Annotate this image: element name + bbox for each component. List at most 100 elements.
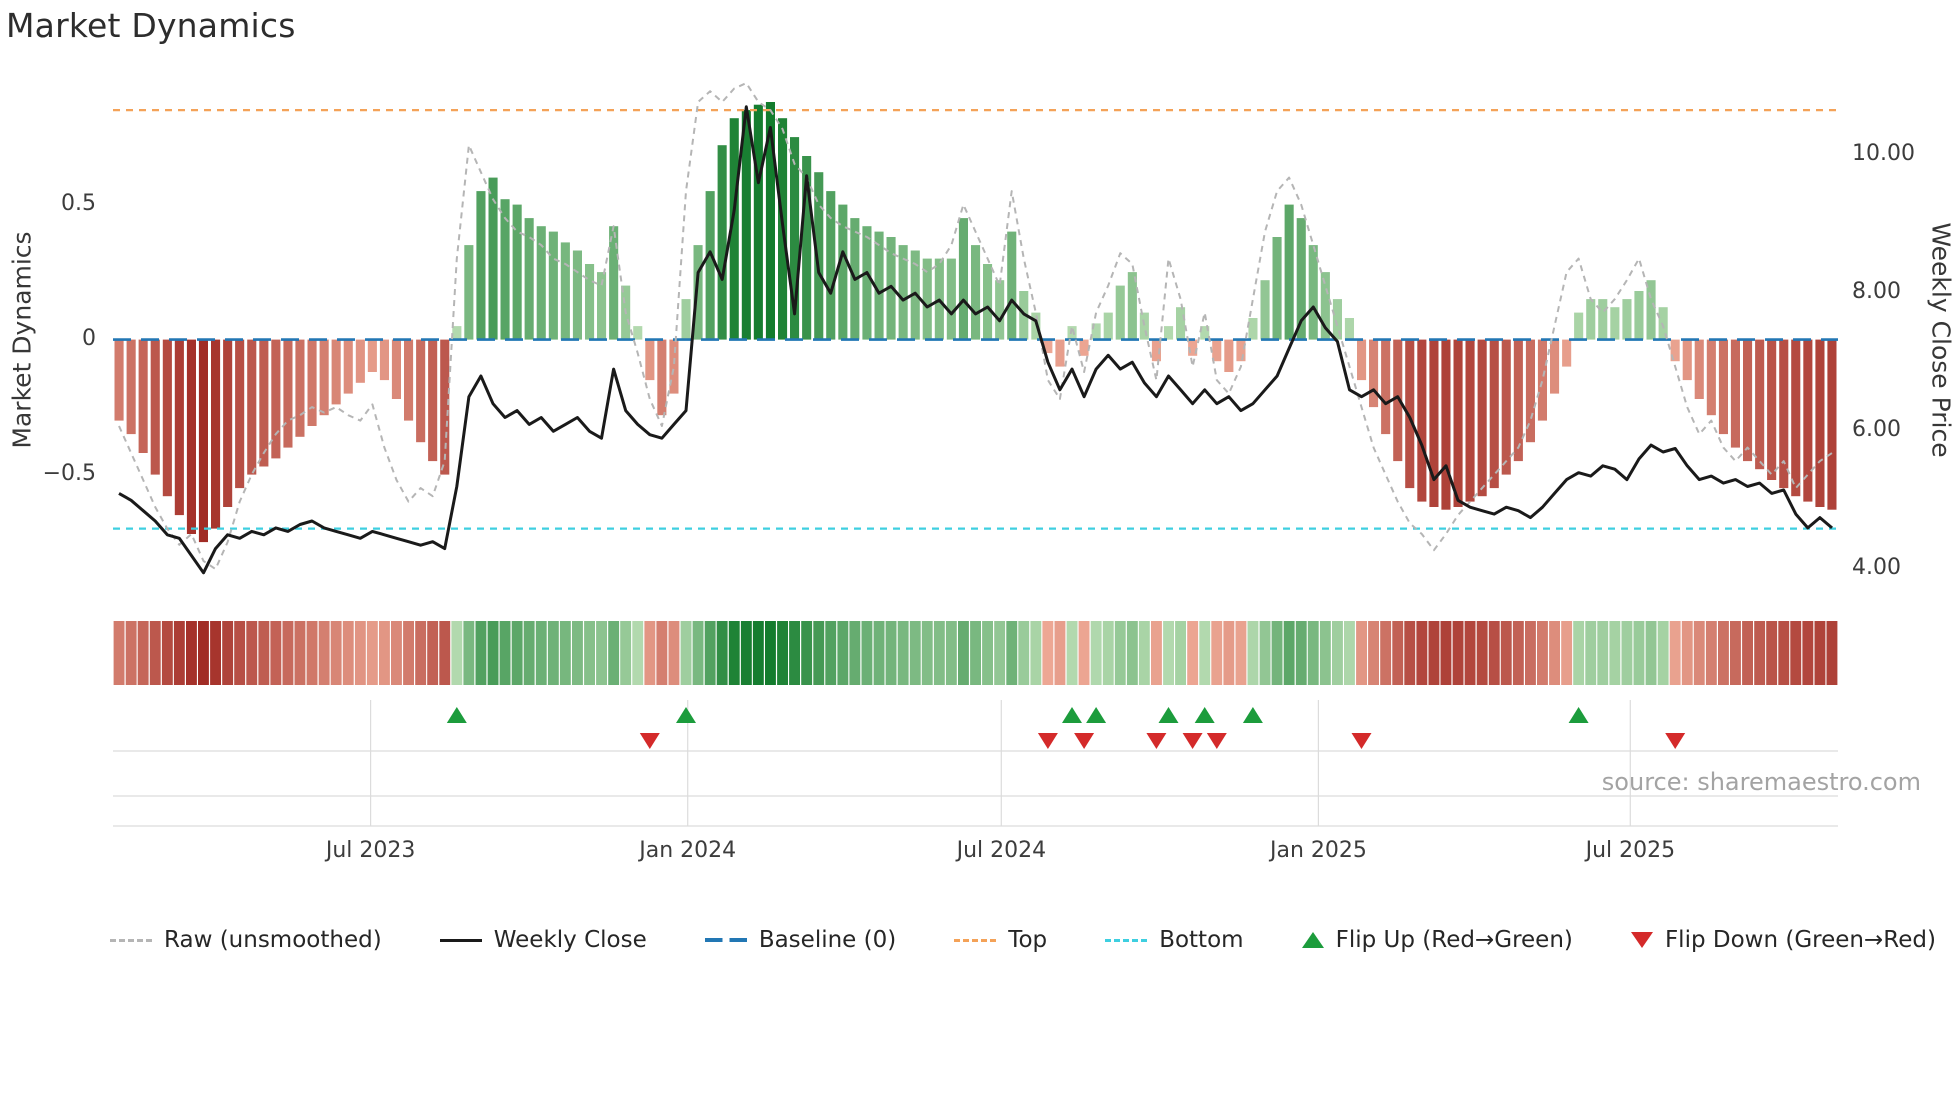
heatmap-cell xyxy=(716,621,728,685)
oscillator-bar xyxy=(814,172,824,340)
oscillator-bar xyxy=(826,191,836,340)
heatmap-cell xyxy=(1392,621,1404,685)
heatmap-cell xyxy=(680,621,692,685)
oscillator-bar xyxy=(802,156,812,340)
heatmap-cell xyxy=(1742,621,1753,685)
oscillator-bar xyxy=(1550,339,1560,394)
weekly-close-line xyxy=(118,105,1833,575)
heatmap-cell xyxy=(186,621,197,685)
heatmap-cell xyxy=(463,621,475,685)
heatmap-cell xyxy=(137,621,149,685)
oscillator-bar xyxy=(717,145,727,340)
oscillator-bar xyxy=(1091,323,1101,340)
heatmap-cell xyxy=(1645,621,1657,685)
legend-label: Flip Up (Red→Green) xyxy=(1335,927,1573,953)
flip-up-marker xyxy=(676,707,696,723)
heatmap-cell xyxy=(222,621,234,685)
heatmap-cell xyxy=(704,621,716,685)
heatmap-cell xyxy=(270,621,282,685)
heatmap-cell xyxy=(933,621,945,685)
oscillator-bar xyxy=(585,264,595,340)
legend-label: Weekly Close xyxy=(493,927,647,953)
heatmap-cell xyxy=(1826,621,1838,685)
oscillator-bar xyxy=(597,272,607,340)
oscillator-bar xyxy=(898,245,908,340)
oscillator-bar xyxy=(1513,339,1523,462)
heatmap-cell xyxy=(1766,621,1778,685)
oscillator-bar xyxy=(307,339,317,426)
oscillator-bar xyxy=(1357,339,1367,381)
heatmap-cell xyxy=(789,621,800,685)
heatmap-cell xyxy=(1573,621,1585,685)
oscillator-bar xyxy=(693,245,703,340)
heatmap-cell xyxy=(596,621,607,685)
heatmap-cell xyxy=(523,621,535,685)
oscillator-bar xyxy=(1393,339,1403,462)
oscillator-bar xyxy=(126,339,136,435)
heatmap-cell xyxy=(873,621,885,685)
heatmap-cell xyxy=(1066,621,1078,685)
flip-down-marker xyxy=(1146,733,1167,749)
oscillator-bar xyxy=(946,258,956,340)
oscillator-bar xyxy=(1103,312,1113,340)
heatmap-cell xyxy=(1235,621,1247,685)
oscillator-bar xyxy=(1489,339,1499,489)
flip-up-marker xyxy=(1568,707,1589,723)
heatmap-cell xyxy=(198,621,209,685)
heatmap-cell xyxy=(246,621,258,685)
oscillator-bar xyxy=(1296,218,1306,340)
oscillator-bar xyxy=(1646,280,1656,340)
flip-down-marker xyxy=(1074,733,1095,749)
oscillator-bar xyxy=(1694,339,1704,399)
oscillator-bar xyxy=(512,204,522,340)
flip-up-marker xyxy=(1242,707,1263,723)
heatmap-cell xyxy=(173,621,185,685)
oscillator-bar xyxy=(1525,339,1535,443)
heatmap-cell xyxy=(1030,621,1042,685)
heatmap-cell xyxy=(1380,621,1392,685)
heatmap-cell xyxy=(572,621,583,685)
page-title: Market Dynamics xyxy=(6,6,296,45)
heatmap-cell xyxy=(632,621,644,685)
heatmap-cell xyxy=(1102,621,1114,685)
heatmap-cell xyxy=(161,621,173,685)
heatmap-cell xyxy=(765,621,776,685)
heatmap-cell xyxy=(1307,621,1319,685)
heatmap-cell xyxy=(861,621,873,685)
heatmap-cell xyxy=(1681,621,1693,685)
oscillator-bar xyxy=(343,339,353,394)
heatmap-cell xyxy=(282,621,294,685)
oscillator-bar xyxy=(536,226,546,340)
heatmap-cell xyxy=(849,621,861,685)
heatmap-cell xyxy=(1488,621,1500,685)
oscillator-bar xyxy=(1658,307,1668,340)
oscillator-bar xyxy=(1236,339,1246,362)
heatmap-cell xyxy=(1187,621,1199,685)
heatmap-cell xyxy=(644,621,656,685)
heatmap-cell xyxy=(1163,621,1174,685)
oscillator-bar xyxy=(560,242,570,340)
heatmap-cell xyxy=(1054,621,1066,685)
oscillator-bar xyxy=(1164,326,1174,340)
legend-item: Raw (unsmoothed) xyxy=(110,927,382,953)
oscillator-bar xyxy=(259,339,269,467)
flip-marker-strip xyxy=(446,707,1686,749)
legend-label: Raw (unsmoothed) xyxy=(164,927,382,953)
flip-up-marker xyxy=(1086,707,1107,723)
oscillator-bar xyxy=(1007,231,1017,340)
oscillator-bar xyxy=(114,339,124,421)
oscillator-bar xyxy=(138,339,148,453)
heatmap-cell xyxy=(499,621,511,685)
oscillator-bar xyxy=(922,258,932,340)
heatmap-cell xyxy=(1428,621,1440,685)
heatmap-cell xyxy=(1042,621,1054,685)
oscillator-bar xyxy=(1791,339,1801,497)
heatmap-cell xyxy=(608,621,620,685)
oscillator-bar xyxy=(705,191,715,340)
oscillator-bar xyxy=(1332,299,1342,340)
heatmap-cell xyxy=(813,621,825,685)
oscillator-bar xyxy=(235,339,245,489)
oscillator-bar xyxy=(1224,339,1234,372)
oscillator-bar xyxy=(198,339,208,543)
